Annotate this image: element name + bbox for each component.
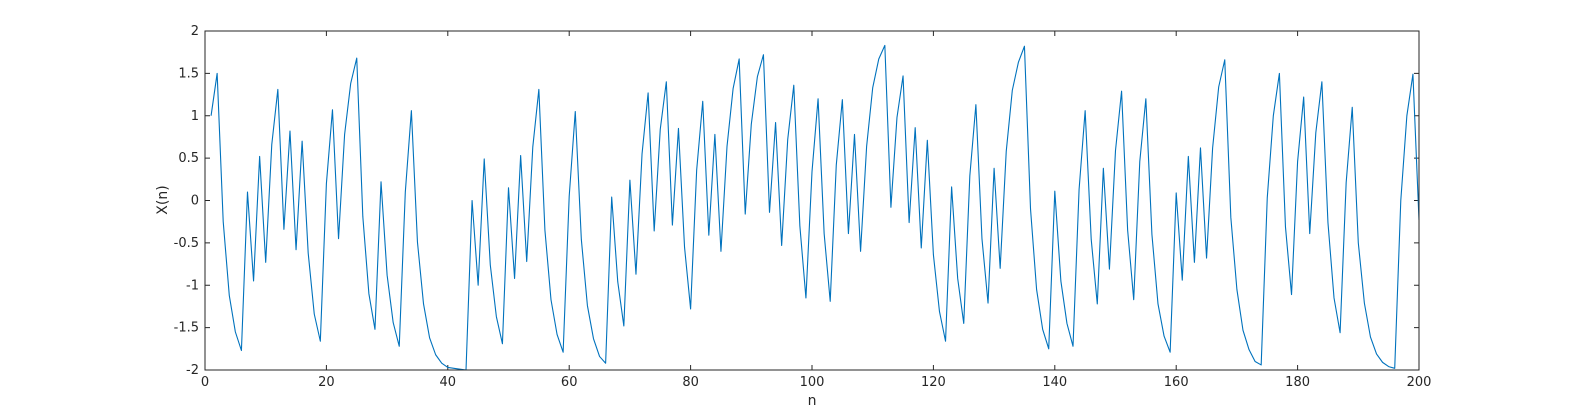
x-tick-label: 120 [921,375,946,390]
y-tick-label: 1.5 [178,66,199,81]
y-tick-label: 2 [191,24,199,39]
x-tick-label: 200 [1407,375,1432,390]
x-tick-label: 80 [682,375,699,390]
y-tick-label: -0.5 [174,236,199,251]
series-line [210,44,1420,371]
y-tick-label: -1 [186,278,199,293]
y-tick-label: 0.5 [178,151,199,166]
y-axis-ticks: -2 -1.5 -1 -0.5 0 0.5 1 1.5 2 [174,24,1419,378]
x-tick-label: 0 [201,375,209,390]
plot-background [205,31,1419,370]
y-tick-label: -1.5 [174,321,199,336]
y-tick-label: 1 [191,109,199,124]
x-tick-label: 100 [800,375,825,390]
x-axis-ticks: 0 20 40 60 80 100 120 140 160 180 200 [201,31,1432,390]
plot-box [204,30,1420,371]
x-axis-label: n [808,393,817,409]
x-tick-label: 40 [440,375,457,390]
x-tick-label: 160 [1164,375,1189,390]
y-tick-label: -2 [186,363,199,378]
x-tick-label: 180 [1285,375,1310,390]
x-tick-label: 60 [561,375,578,390]
x-tick-label: 20 [318,375,335,390]
x-tick-label: 140 [1042,375,1067,390]
y-tick-label: 0 [191,194,199,209]
y-axis-label: X(n) [155,185,171,214]
